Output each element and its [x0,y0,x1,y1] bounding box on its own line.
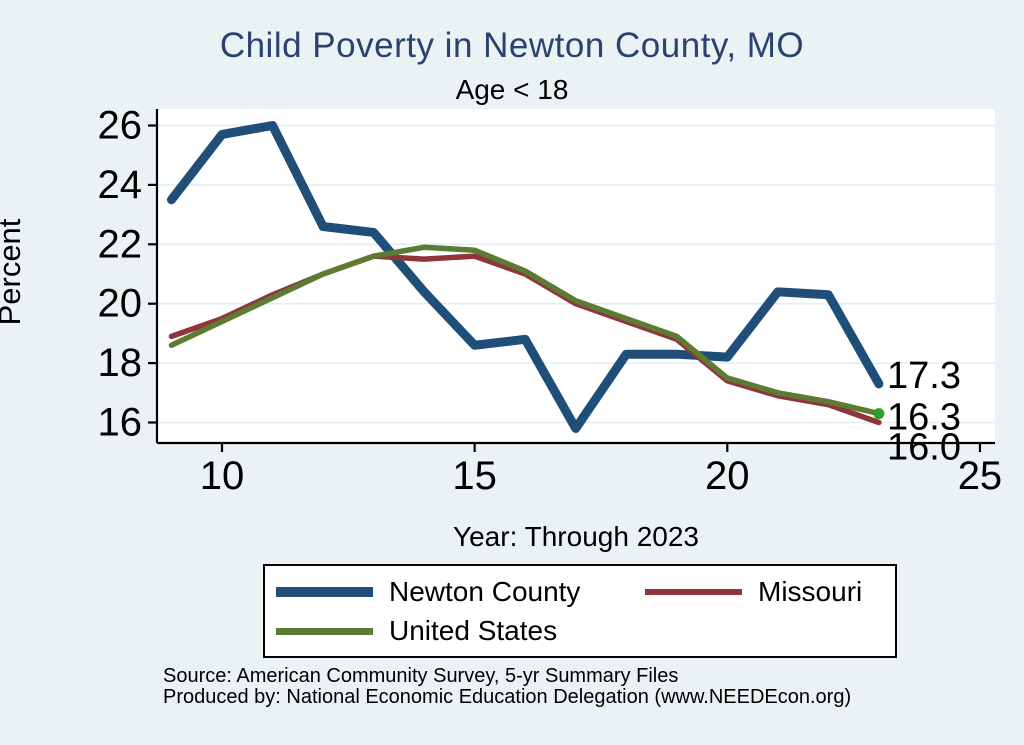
plot-background [157,109,995,443]
legend-label-missouri: Missouri [758,576,863,607]
end-label-newton-county: 17.3 [887,355,961,397]
end-label-united-states: 16.3 [887,397,961,439]
legend-swatch-newton-county [276,587,373,597]
end-label-missouri: 16.0 [887,427,961,469]
x-tick-label: 10 [200,454,245,498]
x-tick-label: 15 [452,454,497,498]
y-tick-label: 22 [98,222,143,266]
produced-by-note: Produced by: National Economic Education… [163,686,852,708]
chart-subtitle: Age < 18 [455,74,569,105]
legend-label-newton-county: Newton County [389,576,581,607]
end-marker-united-states [873,408,885,420]
footer-notes: Source: American Community Survey, 5-yr … [163,666,983,708]
x-tick-label: 20 [705,454,750,498]
chart-title: Child Poverty in Newton County, MO [219,26,805,65]
x-tick-label: 25 [958,454,1003,498]
legend-item-missouri: Missouri [645,576,862,607]
series-line-united-states [168,244,882,417]
y-tick-label: 20 [98,282,143,326]
series-line-newton-county [166,121,884,433]
y-tick-label: 26 [98,104,143,148]
y-tick-label: 16 [98,401,143,445]
legend-item-united-states: United States [276,615,557,646]
y-tick-label: 24 [98,163,143,207]
legend-swatch-missouri [645,589,742,595]
source-note: Source: American Community Survey, 5-yr … [163,665,679,687]
legend-swatch-united-states [276,627,373,635]
legend-item-newton-county: Newton County [276,576,580,607]
legend-label-united-states: United States [389,615,558,646]
y-tick-label: 18 [98,341,143,385]
x-axis-title: Year: Through 2023 [453,521,699,552]
legend: Newton County Missouri United States [263,564,897,658]
